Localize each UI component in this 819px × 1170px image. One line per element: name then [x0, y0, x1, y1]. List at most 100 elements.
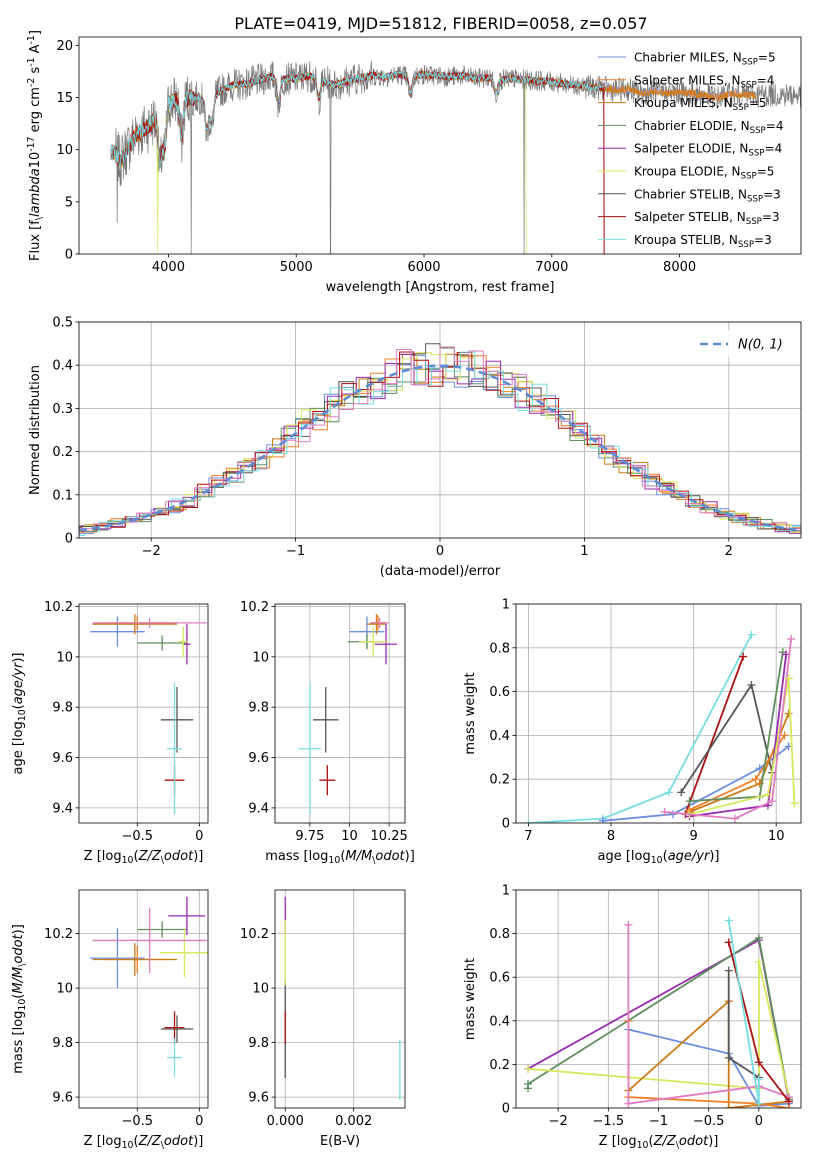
axes-spine — [78, 321, 802, 539]
weight-marker — [668, 810, 677, 819]
errorbar-point — [374, 624, 398, 665]
weight-marker — [754, 1058, 763, 1067]
weight-series-line — [627, 924, 790, 1105]
errorbar-point — [92, 617, 207, 628]
y-tick-label: 9.8 — [248, 1036, 269, 1051]
y-axis-label: Normed distribution — [28, 365, 43, 495]
y-tick-label: 9.6 — [248, 751, 269, 766]
weight-series-line — [628, 1028, 790, 1107]
x-tick-label: −0.5 — [122, 1114, 154, 1129]
y-tick-label: 9.8 — [52, 701, 73, 716]
x-tick-label: 8000 — [663, 260, 696, 275]
y-tick-label: 0 — [65, 532, 73, 547]
weight-marker — [751, 775, 760, 784]
errorbar-point — [168, 896, 206, 935]
weight-marker — [724, 966, 733, 975]
y-tick-label: 1 — [502, 598, 510, 613]
errorbar-point — [159, 928, 208, 978]
legend-entry: Salpeter ELODIE, NSSP=4 — [634, 142, 782, 159]
weight-series-line — [527, 961, 790, 1098]
errorbar-point — [90, 616, 145, 647]
y-tick-label: 0.3 — [52, 402, 73, 417]
legend-entry: Kroupa STELIB, NSSP=3 — [634, 233, 772, 250]
spectrum-model-line — [110, 70, 605, 170]
legend-entry: Kroupa ELODIE, NSSP=5 — [634, 165, 774, 182]
axes-spine — [78, 36, 802, 255]
y-tick-label: 9.8 — [248, 701, 269, 716]
x-axis-label: Z [log10(Z/Z\odot)] — [84, 849, 204, 866]
errorbar-point — [370, 617, 390, 628]
x-axis-label: wavelength [Angstrom, rest frame] — [326, 280, 555, 295]
x-tick-label: −0.5 — [693, 1114, 725, 1129]
weight-marker — [754, 1099, 763, 1108]
x-tick-label: −1 — [286, 544, 305, 559]
axes-frame: −0.5 0 9.6 9.8 10 10.2 Z [log10(Z/Z\odot)] mass… — [11, 924, 203, 1151]
y-tick-label: 10 — [56, 650, 73, 665]
plot-area — [516, 890, 801, 1108]
plot-area — [79, 604, 208, 823]
errorbar-point — [137, 635, 187, 651]
axes-frame: 7 8 9 10 0 0.2 0.4 0.6 0.8 1 age [log10(age/yr)] ma… — [463, 598, 784, 867]
y-tick-label: 9.8 — [52, 1036, 73, 1051]
axes-frame: −0.5 0 9.4 9.6 9.8 10 10.2 Z [log10(Z/Z\odot)] a… — [11, 600, 203, 866]
y-tick-label: 9.6 — [248, 1091, 269, 1106]
weight-series-line — [528, 634, 753, 823]
axes-frame: 9.75 10 10.25 9.4 9.6 9.8 10 10.2 mass [log10(M/… — [240, 600, 415, 866]
x-tick-label: 10 — [768, 829, 785, 844]
weight-marker — [790, 799, 799, 808]
errorbar-point — [359, 626, 388, 657]
plot-area — [275, 604, 405, 823]
y-axis-label: mass [log10(M/M\odot)] — [11, 924, 28, 1074]
y-tick-label: 0.4 — [489, 1014, 510, 1029]
x-tick-label: 0.000 — [267, 1114, 304, 1129]
errorbar-point — [366, 614, 386, 635]
y-tick-label: 10 — [252, 982, 269, 997]
y-tick-label: 5 — [65, 195, 73, 210]
weight-series-line — [787, 678, 796, 804]
errorbar-point — [90, 928, 145, 989]
plot-area — [516, 604, 801, 823]
weight-marker — [598, 816, 607, 823]
axes-spine — [515, 603, 802, 824]
x-tick-label: 1 — [580, 544, 588, 559]
x-tick-label: 0.002 — [335, 1114, 372, 1129]
y-tick-label: 0.8 — [489, 641, 510, 656]
weight-marker — [784, 1097, 793, 1106]
weight-marker — [780, 731, 789, 740]
weight-marker — [624, 920, 633, 929]
weight-marker — [784, 709, 793, 718]
y-tick-label: 10.2 — [240, 600, 269, 615]
weight-marker — [754, 957, 763, 966]
axes-frame: 0.000 0.002 9.6 9.8 10 10.2 E(B-V) — [240, 927, 372, 1149]
x-axis-label: Z [log10(Z/Z\odot)] — [84, 1134, 204, 1151]
x-tick-label: 8 — [607, 829, 615, 844]
x-tick-label: −1 — [649, 1114, 668, 1129]
x-tick-label: 7 — [524, 829, 532, 844]
y-tick-label: 0.2 — [489, 773, 510, 788]
weight-marker — [754, 1075, 763, 1084]
y-tick-label: 0.6 — [489, 685, 510, 700]
errorbar-point — [167, 683, 182, 815]
x-tick-label: 2 — [725, 544, 733, 559]
errorbar-point — [167, 1038, 182, 1077]
plot-area — [110, 60, 801, 254]
y-tick-label: 0 — [502, 817, 510, 832]
weight-marker — [660, 808, 669, 817]
y-tick-label: 0.4 — [489, 729, 510, 744]
spectrum-legend: Chabrier MILES, NSSP=5 Salpeter MILES, NS… — [598, 51, 783, 250]
errorbar-point — [92, 907, 207, 974]
legend-entry: N(0, 1) — [738, 338, 783, 353]
residuals-legend: N(0, 1) — [690, 330, 795, 357]
axes-spine — [274, 889, 406, 1109]
panel-mass-vs-Z: −0.5 0 9.6 9.8 10 10.2 Z [log10(Z/Z\odot)] mass… — [11, 889, 209, 1151]
x-tick-label: 10 — [341, 829, 358, 844]
legend-entry: Kroupa MILES, NSSP=5 — [634, 96, 767, 113]
y-axis-label: mass weight — [463, 672, 478, 754]
x-axis-label: (data-model)/error — [380, 564, 501, 579]
y-tick-label: 1 — [502, 884, 510, 899]
panel-weight-vs-age: 7 8 9 10 0 0.2 0.4 0.6 0.8 1 age [log10(age/yr)] ma… — [463, 598, 802, 867]
plot-area — [79, 890, 208, 1108]
y-tick-label: 9.6 — [52, 1091, 73, 1106]
panel-spectrum: 4000 5000 6000 7000 8000 0 5 10 15 20 wavelength [… — [26, 30, 802, 295]
y-axis-label: Flux [f\lambda10-17 erg cm-2 s-1 A-1] — [26, 30, 45, 261]
